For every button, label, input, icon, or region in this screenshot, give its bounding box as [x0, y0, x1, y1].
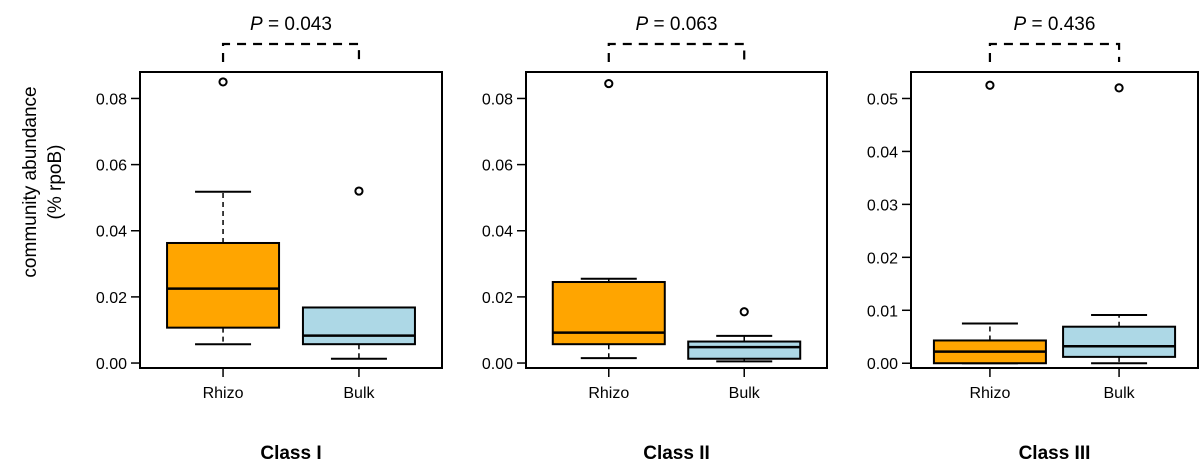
y-tick-label: 0.04 [867, 144, 898, 161]
p-value-label: P = 0.043 [250, 14, 332, 35]
box-rhizo [551, 78, 666, 360]
box-rhizo [932, 80, 1047, 365]
plot-frame [525, 71, 828, 369]
y-tick-label: 0.08 [482, 91, 513, 108]
x-tick-label: Bulk [1104, 385, 1136, 402]
outlier-point [218, 77, 228, 87]
y-tick-label: 0.04 [96, 224, 127, 241]
y-tick-label: 0.03 [867, 197, 898, 214]
y-tick-label: 0.00 [482, 356, 513, 373]
significance-bracket [221, 42, 361, 62]
x-tick-label: Rhizo [588, 385, 629, 402]
x-tick-label: Rhizo [203, 385, 244, 402]
p-value-label: P = 0.436 [1014, 14, 1096, 35]
y-tick-label: 0.06 [482, 158, 513, 175]
outlier-point [604, 78, 614, 89]
box-body [687, 340, 802, 360]
box-bulk [301, 186, 416, 360]
box-bulk [687, 307, 802, 363]
y-tick-label: 0.00 [867, 356, 898, 373]
y-axis-label-line-1: community abundance [20, 86, 41, 277]
y-tick-label: 0.02 [482, 290, 513, 307]
y-tick-label: 0.01 [867, 303, 898, 320]
panel-3: 0.00 0.01 0.02 0.03 0.04 0.05 Rhizo Bulk P = 0.4… [867, 14, 1199, 464]
box-body [301, 306, 416, 346]
box-bulk [1062, 83, 1177, 365]
y-axis-title: community abundance (% rpoB) [20, 86, 66, 277]
y-tick-label: 0.06 [96, 158, 127, 175]
outlier-point [354, 186, 364, 196]
x-tick-label: Bulk [343, 385, 375, 402]
plot-frame [910, 71, 1199, 369]
box-rhizo [166, 77, 281, 346]
box-body [1062, 325, 1177, 358]
y-tick-label: 0.08 [96, 91, 127, 108]
outlier-point [1114, 83, 1124, 93]
box-body [551, 281, 666, 346]
p-value-label: P = 0.063 [636, 14, 718, 35]
significance-bracket [988, 42, 1121, 62]
significance-bracket [607, 42, 746, 62]
panel-title: Class III [1019, 443, 1091, 464]
outlier-point [985, 80, 995, 90]
panel-title: Class II [643, 443, 710, 464]
y-tick-label: 0.02 [96, 290, 127, 307]
panel-1: 0.00 0.02 0.04 0.06 0.08 Rhizo Bulk P = 0.043 Cl… [96, 14, 443, 464]
panel-title: Class I [260, 443, 321, 464]
box-body [166, 241, 281, 329]
y-tick-label: 0.04 [482, 224, 513, 241]
y-tick-label: 0.02 [867, 250, 898, 267]
outlier-point [739, 307, 749, 317]
panel-2: 0.00 0.02 0.04 0.06 0.08 Rhizo Bulk P = 0.063 Cl… [482, 14, 828, 464]
y-tick-label: 0.00 [96, 356, 127, 373]
plot-frame [139, 71, 443, 369]
y-tick-label: 0.05 [867, 91, 898, 108]
x-tick-label: Bulk [729, 385, 761, 402]
x-tick-label: Rhizo [969, 385, 1010, 402]
y-axis-label-line-2: (% rpoB) [45, 145, 66, 220]
